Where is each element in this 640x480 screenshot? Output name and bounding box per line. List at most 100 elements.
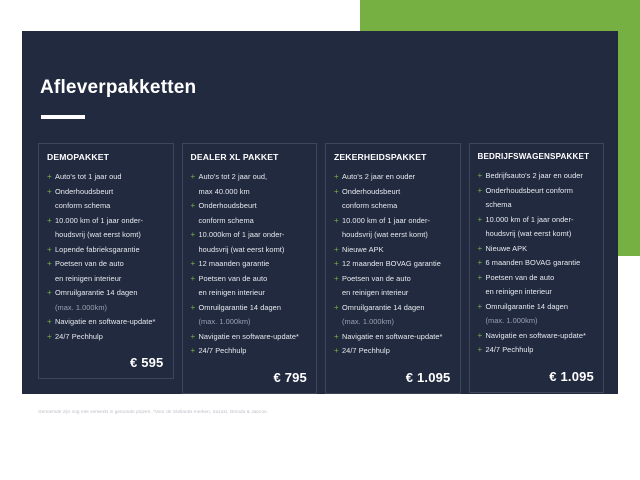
feature-item: +schema [478,199,597,210]
plus-icon: + [334,215,339,225]
feature-text: conform schema [198,215,254,225]
feature-text: houdsvrij (wat eerst komt) [485,229,572,238]
feature-text: Omruilgarantie 14 dagen [342,302,425,312]
feature-item: +max 40.000 km [191,186,310,197]
plus-icon: + [47,317,52,326]
feature-item: + Omruilgarantie 14 dagen [191,302,310,313]
feature-item: +24/7 Pechhulp [47,331,166,342]
plus-icon: + [47,288,52,297]
feature-text: 10.000km of 1 jaar onder- [198,230,285,239]
feature-item: + Onderhoudsbeurt [334,186,453,197]
plus-icon: + [334,346,339,355]
feature-item: +24/7 Pechhulp [191,345,310,356]
feature-text: 24/7 Pechhulp [198,346,247,355]
plus-icon: + [190,346,196,355]
feature-item: +(max. 1.000km) [334,316,453,327]
feature-item: + Auto's tot 2 jaar oud, [191,171,310,182]
feature-text: Onderhoudsbeurt conform [485,185,573,195]
plus-icon: + [477,185,483,195]
feature-item: +6 maanden BOVAG garantie [478,257,597,268]
plus-icon: + [477,272,483,282]
package-card-title: DEALER XL PAKKET [190,152,279,162]
plus-icon: + [47,259,52,268]
feature-list: +Auto's tot 2 jaar oud, +max 40.000 km +On… [191,171,310,360]
plus-icon: + [190,172,196,181]
plus-icon: + [334,172,339,181]
feature-item: +10.000 km of 1 jaar onder- [47,215,166,226]
plus-icon: + [334,244,339,254]
feature-item: + Navigatie en software-update* [191,331,310,342]
feature-item: + Bedrijfsauto's 2 jaar en ouder [478,170,597,181]
package-price: € 795 [273,369,307,385]
package-card[interactable]: BEDRIJFSWAGENSPAKKET + Bedrijfsauto's 2 ja… [468,143,604,393]
feature-item: + Navigatie en software-update* [47,316,166,327]
feature-item: + Auto's 2 jaar en ouder [334,171,453,182]
plus-icon: + [477,330,483,340]
package-card-list: DEMOPAKKET + Auto's tot 1 jaar oud + Onderho… [38,143,604,394]
feature-text: schema [485,200,512,209]
feature-text: Navigatie en software-update* [342,331,443,341]
feature-text: Auto's 2 jaar en ouder [342,172,416,181]
feature-item: + Poetsen van de auto [334,273,453,284]
feature-text: Bedrijfsauto's 2 jaar en ouder [485,171,583,180]
feature-item: +conform schema [334,200,453,211]
package-price: € 595 [129,355,164,370]
feature-item: +conform schema [191,215,310,226]
feature-text: en reinigen interieur [342,288,409,297]
feature-item: + Poetsen van de auto [47,258,166,269]
feature-item: + Poetsen van de auto [478,272,597,283]
plus-icon: + [190,331,196,341]
feature-item: +(max. 1.000km) [47,302,166,313]
package-card[interactable]: ZEKERHEIDSPAKKET + Auto's 2 jaar en ouder +… [325,143,461,394]
plus-icon: + [477,258,483,267]
feature-text: conform schema [55,201,111,210]
plus-icon: + [477,214,483,224]
feature-text: houdsvrij (wat eerst komt) [198,244,285,254]
feature-text: Omruilgarantie 14 dagen [198,302,281,312]
feature-text: Poetsen van de auto [198,273,268,283]
package-card[interactable]: DEMOPAKKET + Auto's tot 1 jaar oud + Onderho… [38,143,174,379]
feature-list: + Bedrijfsauto's 2 jaar en ouder + Onderhou… [478,170,597,359]
feature-text: 24/7 Pechhulp [485,345,534,354]
feature-item: + Omruilgarantie 14 dagen [478,301,597,312]
page-title: Afleverpakketten [40,77,197,98]
plus-icon: + [47,172,52,181]
plus-icon: + [477,345,483,354]
feature-item: + Onderhoudsbeurt [191,200,310,211]
feature-text: Onderhoudsbeurt [55,186,114,196]
feature-item: +houdsvrij (wat eerst komt) [478,228,597,239]
package-price: € 1.095 [549,368,594,384]
feature-list: +Auto's 2 jaar en ouder+Onderhoudsbeurt+… [334,171,453,360]
feature-text: 24/7 Pechhulp [55,331,103,341]
plus-icon: + [190,259,196,268]
packages-panel: Afleverpakketten DEMOPAKKET + Auto's tot 1… [22,31,618,394]
feature-item: +conform schema [47,200,166,211]
feature-item: + Lopende fabrieksgarantie [47,244,166,255]
package-price: € 1.095 [405,369,451,385]
package-card-title: ZEKERHEIDSPAKKET [334,152,427,162]
feature-item: + Onderhoudsbeurt conform [478,185,597,196]
feature-item: +houdsvrij (wat eerst komt) [334,229,453,240]
feature-item: +en reinigen interieur [191,287,310,298]
feature-item: +houdsvrij (wat eerst komt) [47,229,166,240]
package-card-title: DEMOPAKKET [47,152,109,162]
feature-item: +10.000 km of 1 jaar onder- [334,215,453,226]
feature-text: (max. 1.000km) [55,302,108,312]
feature-item: +en reinigen interieur [478,286,597,297]
feature-text: 12 maanden BOVAG garantie [342,259,441,268]
feature-text: (max. 1.000km) [342,317,395,326]
feature-text: en reinigen interieur [55,273,122,283]
feature-text: Auto's tot 1 jaar oud [55,172,122,181]
feature-text: Nieuwe APK [342,244,384,254]
feature-text: houdsvrij (wat eerst komt) [342,230,428,239]
feature-text: Navigatie en software-update* [485,330,586,340]
feature-text: conform schema [342,201,398,210]
feature-text: Navigatie en software-update* [55,317,156,326]
feature-text: (max. 1.000km) [485,316,538,325]
feature-text: (max. 1.000km) [198,317,251,326]
feature-text: houdsvrij (wat eerst komt) [55,230,141,239]
package-card[interactable]: DEALER XL PAKKET+Auto's tot 2 jaar oud,+… [181,143,317,394]
feature-item: +12 maanden garantie [191,258,310,269]
feature-text: 24/7 Pechhulp [342,346,390,355]
